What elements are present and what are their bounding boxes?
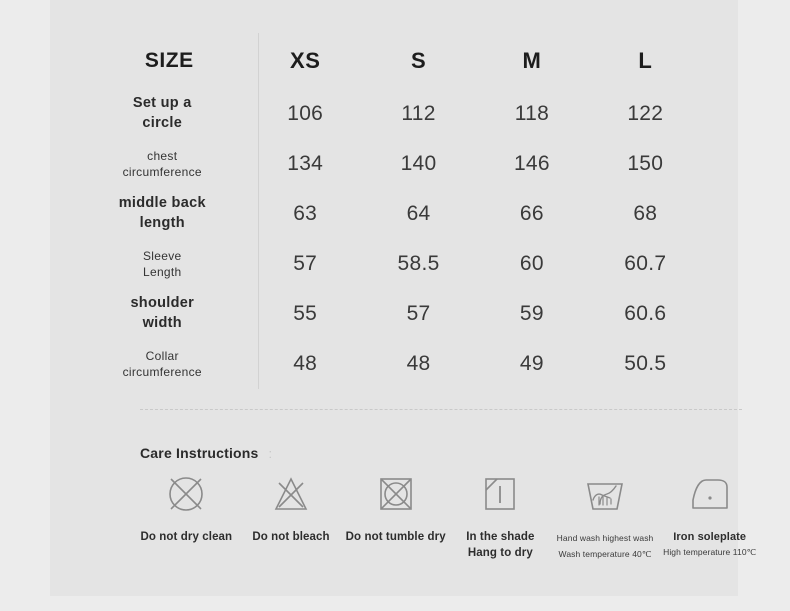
do-not-dry-clean-icon bbox=[158, 470, 214, 518]
table-row: shoulder width 55 57 59 60.6 bbox=[90, 289, 702, 339]
table-row: middle back length 63 64 66 68 bbox=[90, 189, 702, 239]
row-label-sleeve-length: Sleeve Length bbox=[90, 239, 249, 289]
cell-chest-circumference-l: 150 bbox=[627, 152, 664, 175]
section-divider bbox=[140, 409, 742, 410]
cell-sleeve-length-xs: 57 bbox=[293, 252, 318, 275]
cell-shoulder-width-m: 59 bbox=[519, 302, 544, 325]
row-label-line2: circle bbox=[142, 115, 183, 131]
cell-sleeve-length-m: 60 bbox=[519, 252, 544, 275]
cell-shoulder-width-xs: 55 bbox=[293, 302, 318, 325]
cell-chest-circumference-xs: 134 bbox=[287, 152, 324, 175]
cell-sleeve-length-s: 58.5 bbox=[397, 252, 440, 275]
header-size-l: L bbox=[638, 48, 653, 73]
cell-collar-circumference-m: 49 bbox=[519, 352, 544, 375]
row-label-line1: middle back bbox=[118, 195, 206, 212]
care-title-colon: : bbox=[268, 446, 273, 461]
cell-set-up-a-circle-xs: 106 bbox=[287, 102, 324, 125]
cell-middle-back-length-l: 68 bbox=[633, 202, 658, 225]
care-item-iron-soleplate: Iron soleplate High temperature 110℃ bbox=[657, 470, 762, 558]
iron-soleplate-icon bbox=[682, 470, 738, 518]
row-label-middle-back-length: middle back length bbox=[90, 189, 249, 239]
cell-collar-circumference-xs: 48 bbox=[293, 352, 318, 375]
care-item-hang-to-dry-shade: In the shade Hang to dry bbox=[448, 470, 553, 561]
table-row: chest circumference 134 140 146 150 bbox=[90, 139, 702, 189]
hang-to-dry-shade-icon bbox=[472, 470, 528, 518]
content-card: SIZE XS S M L Set up a circle 106 112 11… bbox=[50, 0, 756, 596]
care-item-do-not-tumble-dry: Do not tumble dry bbox=[343, 470, 448, 546]
row-label-line2: Length bbox=[143, 265, 182, 279]
size-table: SIZE XS S M L Set up a circle 106 112 11… bbox=[90, 33, 702, 389]
row-label-line1: shoulder bbox=[130, 295, 195, 312]
row-label-line1: chest bbox=[147, 148, 178, 163]
do-not-tumble-dry-icon bbox=[368, 470, 424, 518]
do-not-bleach-icon bbox=[263, 470, 319, 518]
cell-shoulder-width-l: 60.6 bbox=[624, 302, 667, 325]
table-row: Collar circumference 48 48 49 50.5 bbox=[90, 339, 702, 389]
cell-collar-circumference-l: 50.5 bbox=[624, 352, 667, 375]
hand-wash-icon bbox=[577, 470, 633, 518]
care-label-line1: In the shade bbox=[466, 531, 535, 543]
row-label-line1: Set up a bbox=[132, 95, 192, 112]
care-label-iron-soleplate: Iron soleplate High temperature 110℃ bbox=[663, 530, 756, 558]
row-label-collar-circumference: Collar circumference bbox=[90, 339, 249, 389]
table-row: Sleeve Length 57 58.5 60 60.7 bbox=[90, 239, 702, 289]
care-label-do-not-bleach: Do not bleach bbox=[252, 530, 329, 546]
row-label-shoulder-width: shoulder width bbox=[90, 289, 249, 339]
care-label-line1: Hand wash highest wash bbox=[556, 533, 654, 543]
row-label-line1: Collar bbox=[145, 348, 179, 363]
care-label-line2: High temperature 110℃ bbox=[663, 546, 757, 557]
row-label-line1: Sleeve bbox=[143, 248, 182, 263]
care-label-do-not-dry-clean: Do not dry clean bbox=[140, 530, 232, 546]
care-instructions-title: Care Instructions: bbox=[140, 445, 272, 461]
row-label-line2: width bbox=[142, 315, 182, 331]
row-label-chest-circumference: chest circumference bbox=[90, 139, 249, 189]
care-item-do-not-dry-clean: Do not dry clean bbox=[134, 470, 239, 546]
care-label-do-not-tumble-dry: Do not tumble dry bbox=[346, 530, 446, 546]
row-label-set-up-a-circle: Set up a circle bbox=[90, 89, 249, 139]
care-label-line1: Do not tumble dry bbox=[345, 531, 446, 543]
care-title-text: Care Instructions bbox=[140, 445, 259, 461]
care-label-line2: Hang to dry bbox=[467, 546, 533, 559]
table-vertical-rule bbox=[258, 33, 259, 389]
cell-set-up-a-circle-m: 118 bbox=[514, 102, 550, 125]
care-instructions-row: Do not dry clean Do not bleach bbox=[134, 470, 762, 562]
cell-shoulder-width-s: 57 bbox=[406, 302, 431, 325]
header-size-s: S bbox=[410, 48, 427, 73]
cell-middle-back-length-xs: 63 bbox=[293, 202, 318, 225]
row-label-line2: circumference bbox=[122, 165, 202, 179]
care-label-line2: Wash temperature 40℃ bbox=[558, 549, 652, 560]
care-item-do-not-bleach: Do not bleach bbox=[239, 470, 344, 546]
cell-middle-back-length-m: 66 bbox=[519, 202, 544, 225]
header-size-m: M bbox=[522, 48, 542, 73]
care-item-hand-wash: Hand wash highest wash Wash temperature … bbox=[553, 470, 658, 562]
care-label-line1: Iron soleplate bbox=[673, 531, 747, 543]
row-label-line2: length bbox=[139, 215, 185, 231]
care-label-hand-wash: Hand wash highest wash Wash temperature … bbox=[557, 530, 654, 562]
cell-middle-back-length-s: 64 bbox=[406, 202, 431, 225]
cell-chest-circumference-m: 146 bbox=[513, 152, 550, 175]
care-label-hang-to-dry-shade: In the shade Hang to dry bbox=[466, 530, 534, 561]
cell-set-up-a-circle-s: 112 bbox=[401, 102, 436, 125]
table-row: Set up a circle 106 112 118 122 bbox=[90, 89, 702, 139]
cell-collar-circumference-s: 48 bbox=[406, 352, 431, 375]
care-label-line1: Do not bleach bbox=[252, 531, 330, 543]
header-size: SIZE bbox=[144, 49, 194, 72]
care-label-line1: Do not dry clean bbox=[140, 531, 233, 543]
row-label-line2: circumference bbox=[122, 365, 202, 379]
header-size-xs: XS bbox=[290, 48, 321, 73]
cell-set-up-a-circle-l: 122 bbox=[627, 102, 664, 125]
table-header-row: SIZE XS S M L bbox=[90, 33, 702, 89]
cell-sleeve-length-l: 60.7 bbox=[624, 252, 667, 275]
cell-chest-circumference-s: 140 bbox=[400, 152, 437, 175]
